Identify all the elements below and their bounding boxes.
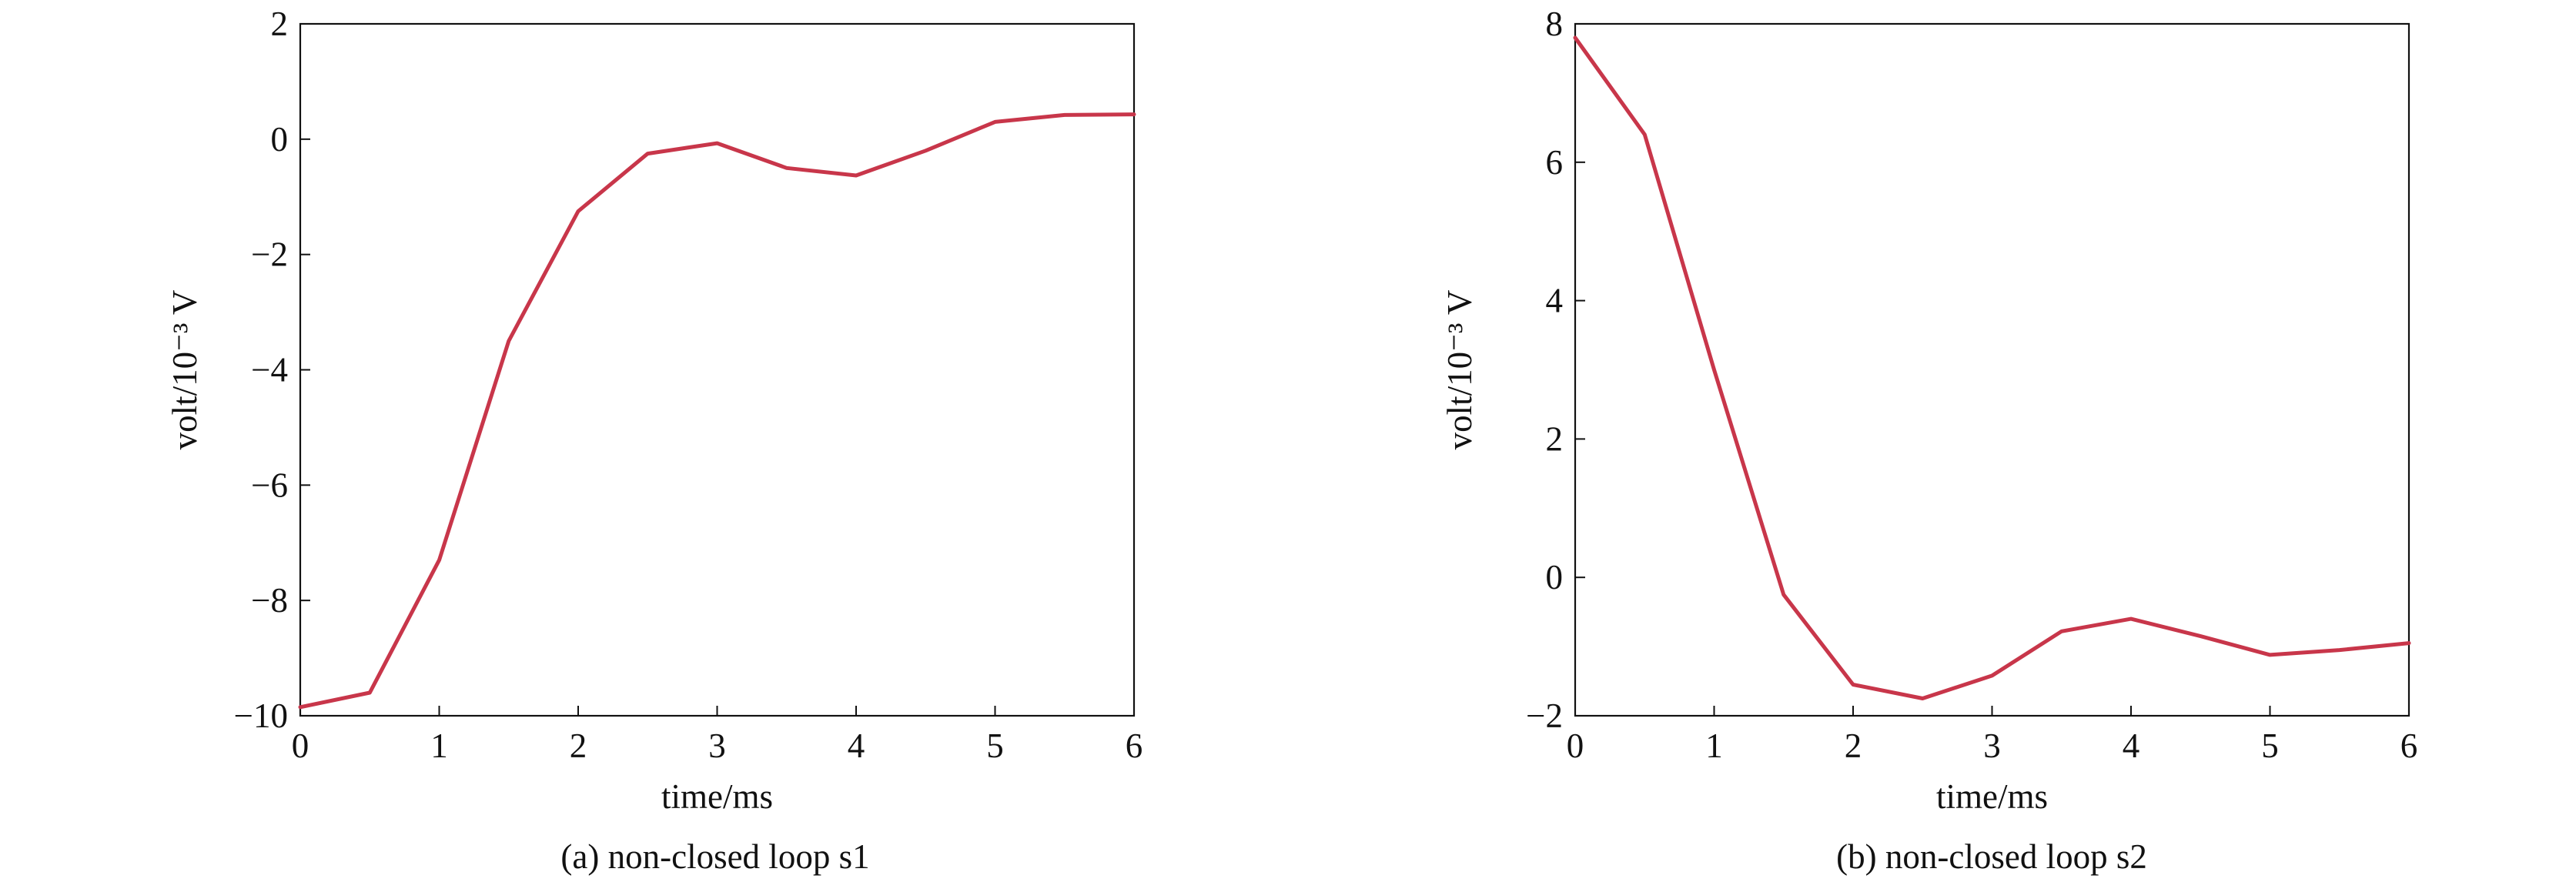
panel-a-caption: (a) non-closed loop s1 xyxy=(560,837,869,876)
panel-a-x-tick-label: 5 xyxy=(986,727,1004,765)
panel-b-series-line xyxy=(1573,35,2411,700)
panel-b-x-tick-label: 2 xyxy=(1845,727,1862,765)
panel-a-y-tick-label: −8 xyxy=(251,581,288,620)
panel-b-y-tick-label: −2 xyxy=(1526,697,1563,735)
panel-a-series-line xyxy=(298,112,1136,710)
panel-b-x-tick-label: 6 xyxy=(2400,727,2418,765)
panel-b-y-tick-label: 2 xyxy=(1546,419,1564,458)
panel-b-axes-frame xyxy=(1574,22,2410,717)
panel-a-y-tick-label: −6 xyxy=(251,466,288,504)
panel-a-x-axis-label: time/ms xyxy=(661,777,773,816)
panel-a-y-tick-label: −4 xyxy=(251,351,288,389)
panel-a-x-tick-label: 3 xyxy=(708,727,726,765)
panel-a-x-tick-label: 0 xyxy=(292,727,309,765)
panel-b-y-axis-label: volt/10⁻³ V xyxy=(1440,290,1479,450)
panel-b-y-tick-label: 4 xyxy=(1546,282,1564,320)
panel-b-x-tick-label: 4 xyxy=(2123,727,2140,765)
panel-a-y-tick-label: −2 xyxy=(251,236,288,274)
panel-b-y-tick-label: 8 xyxy=(1546,5,1564,43)
panel-a-y-tick-label: 0 xyxy=(271,120,289,159)
panel-b-x-tick-label: 1 xyxy=(1705,727,1723,765)
panel-b-x-axis-label: time/ms xyxy=(1936,777,2048,816)
panel-a-y-axis-label: volt/10⁻³ V xyxy=(166,290,204,450)
panel-a-y-tick-label: 2 xyxy=(271,5,289,43)
panel-a-chart: 0 1 2 3 4 5 6 −10 −8 −6 −4 −2 0 2 time/ms volt/10⁻³ V (a… xyxy=(166,5,1142,876)
panel-b-x-tick-label: 3 xyxy=(1983,727,2001,765)
panel-a-x-tick-label: 4 xyxy=(848,727,865,765)
panel-a-axes-frame xyxy=(299,22,1136,717)
panel-a-y-tick-label: −10 xyxy=(234,697,288,735)
panel-b-caption: (b) non-closed loop s2 xyxy=(1836,837,2147,876)
panel-a-x-tick-label: 6 xyxy=(1126,727,1143,765)
panel-b-y-tick-label: 6 xyxy=(1546,143,1564,182)
panel-b-y-tick-label: 0 xyxy=(1546,558,1564,596)
panel-a-x-tick-label: 2 xyxy=(570,727,587,765)
panel-b-x-tick-label: 5 xyxy=(2261,727,2279,765)
panel-a-x-tick-label: 1 xyxy=(430,727,448,765)
panel-b-x-tick-label: 0 xyxy=(1567,727,1584,765)
